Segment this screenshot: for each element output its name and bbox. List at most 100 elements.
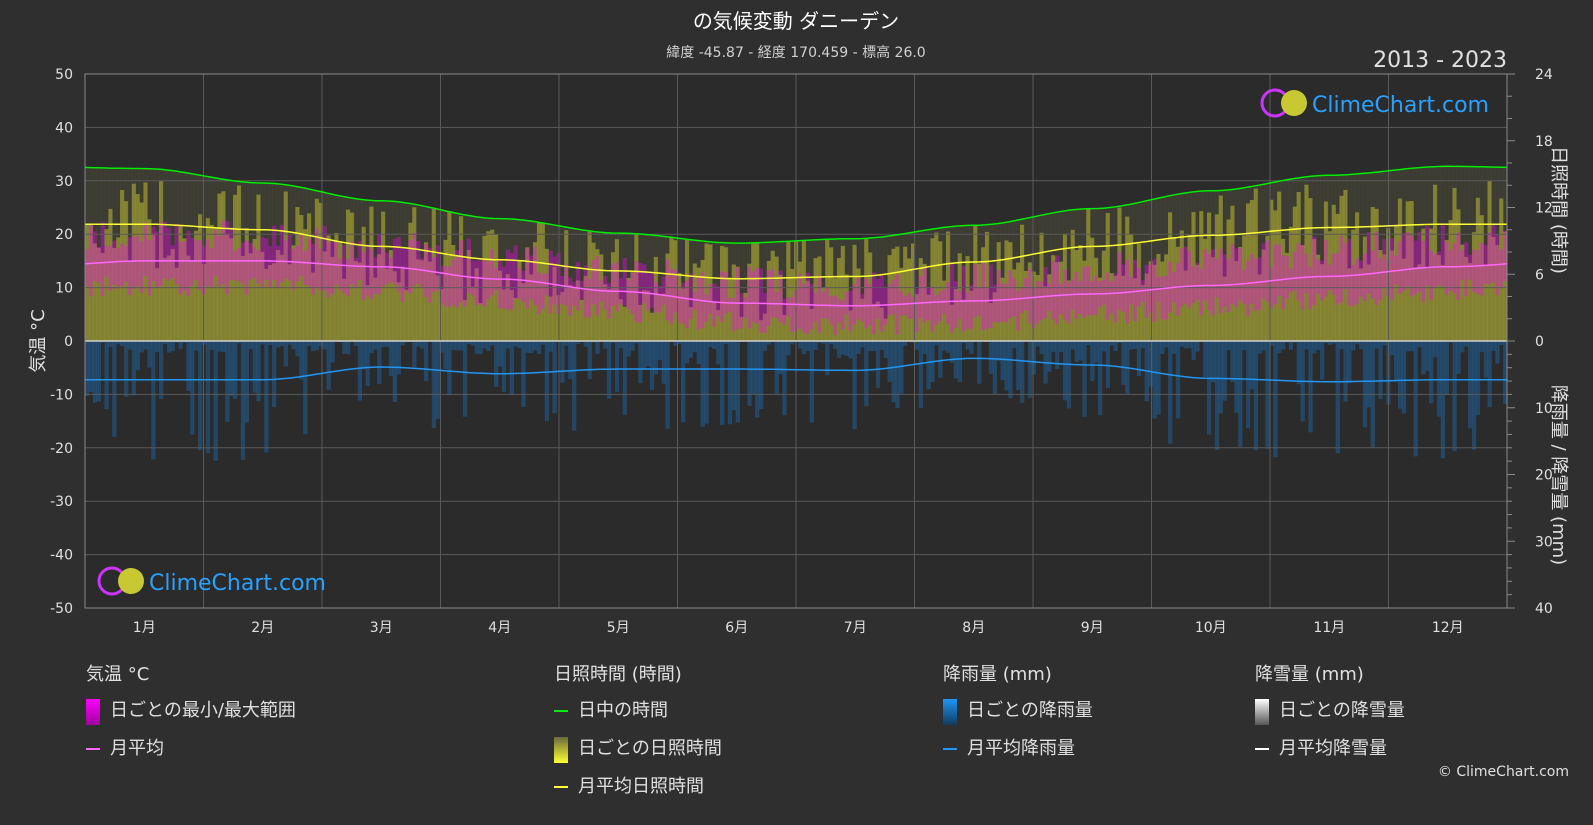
sunshine-bar	[692, 263, 698, 341]
rain-bar	[462, 341, 468, 417]
rain-bar	[856, 341, 861, 354]
rain-bar	[1323, 341, 1329, 343]
sunshine-bar	[1222, 276, 1227, 341]
sunshine-bar	[217, 193, 222, 341]
sunshine-bar	[914, 294, 920, 341]
sunshine-bar	[1234, 261, 1239, 341]
rain-bar	[712, 341, 717, 350]
left-tick-label: -30	[50, 494, 73, 510]
rain-bar	[716, 341, 721, 365]
rain-bar	[466, 341, 472, 345]
daylight-line	[84, 165, 1508, 244]
temp-range-bar	[778, 270, 783, 323]
rain-bar	[1425, 341, 1430, 371]
temp-range-bar	[1242, 269, 1247, 305]
rain-bar	[96, 341, 101, 402]
temp-range-bar	[731, 298, 737, 332]
sunshine-bar	[318, 202, 324, 341]
sunshine-bar	[918, 258, 924, 341]
sunshine-bar	[1312, 239, 1317, 341]
temp-range-bar	[123, 246, 129, 283]
sunshine-bar	[560, 291, 565, 341]
rain-bar	[494, 341, 499, 388]
sunshine-bar	[1495, 245, 1500, 341]
right-top-tick-label: 12	[1535, 201, 1553, 217]
temp-range-bar	[490, 249, 495, 296]
sunshine-bar	[630, 272, 635, 341]
rain-bar	[295, 341, 300, 357]
rain-bar	[451, 341, 456, 350]
daylight-bar	[716, 242, 721, 341]
series-lines	[84, 165, 1508, 383]
sunshine-bar	[1382, 254, 1387, 341]
legend-snow-avg: 月平均降雪量	[1255, 730, 1405, 768]
sunshine-bar	[357, 262, 363, 341]
rain-bar	[1191, 341, 1196, 360]
temp-range-bar	[303, 251, 308, 285]
sunshine-bar	[342, 278, 347, 341]
sunshine-bar	[1269, 199, 1274, 341]
sunshine-bar	[1175, 246, 1181, 341]
sunshine-bar	[1125, 216, 1130, 341]
sunshine-bar	[1055, 262, 1060, 341]
temp-range-bar	[225, 221, 230, 294]
watermark-bottom: ClimeChart.com	[97, 566, 326, 596]
rain-bar	[661, 341, 666, 384]
temp-range-bar	[965, 292, 970, 330]
temp-range-bar	[735, 267, 740, 329]
sunshine-bar	[1078, 244, 1083, 341]
temp-range-bar	[844, 291, 849, 315]
temp-range-bar	[131, 236, 137, 289]
temp-range-bar	[540, 274, 546, 309]
sunshine-bar	[945, 231, 951, 341]
rain-bar	[1000, 341, 1005, 380]
daylight-bar	[1183, 193, 1188, 341]
temp-range-bar	[1448, 250, 1453, 291]
temp-range-bar	[840, 300, 846, 330]
temp-range-bar	[856, 278, 861, 320]
sunshine-bar	[1413, 267, 1418, 341]
rain-bar	[310, 341, 316, 352]
sunshine-bar	[459, 216, 464, 341]
sunshine-bar	[291, 245, 296, 341]
temp-range-bar	[579, 280, 585, 299]
rain-bar	[860, 341, 865, 348]
daylight-bar	[1043, 214, 1048, 341]
temp-range-bar	[1335, 252, 1340, 305]
rain-bar	[977, 341, 982, 384]
temp-range-bar	[201, 245, 207, 295]
temp-range-bar	[1421, 240, 1426, 303]
daylight-bar	[618, 233, 624, 341]
rain-bar	[248, 341, 253, 349]
rain-bar	[1273, 341, 1278, 458]
daylight-bar	[949, 226, 955, 341]
sunshine-bar	[657, 294, 662, 341]
rain-bar	[1308, 341, 1313, 433]
daylight-bar	[1417, 167, 1422, 341]
temp-range-bar	[462, 258, 468, 307]
daylight-bar	[439, 209, 444, 341]
temp-range-bar	[1312, 236, 1317, 305]
rain-bar	[544, 341, 550, 421]
rain-bar	[571, 341, 577, 431]
rain-bar	[353, 341, 359, 346]
sunshine-bar	[295, 207, 300, 341]
daylight-bar	[1436, 166, 1442, 341]
sunshine-bar	[221, 191, 226, 341]
rain-bar	[564, 341, 569, 346]
temp-range-bar	[361, 252, 366, 301]
temp-range-bar	[1129, 276, 1134, 305]
sunshine-bar	[871, 303, 877, 341]
rain-bar	[1016, 341, 1021, 390]
temp-range-bar	[108, 245, 113, 291]
temp-range-bar	[984, 288, 990, 329]
rain-bar	[1226, 341, 1231, 351]
rain-bar	[1121, 341, 1126, 385]
temp-range-bar	[85, 249, 90, 287]
temp-range-bar	[92, 231, 98, 282]
temp-range-bar	[918, 276, 924, 319]
temp-range-bar	[326, 242, 331, 298]
temp-range-bar	[400, 247, 405, 302]
temp-range-bar	[275, 245, 281, 289]
rain-bar	[1218, 341, 1223, 414]
